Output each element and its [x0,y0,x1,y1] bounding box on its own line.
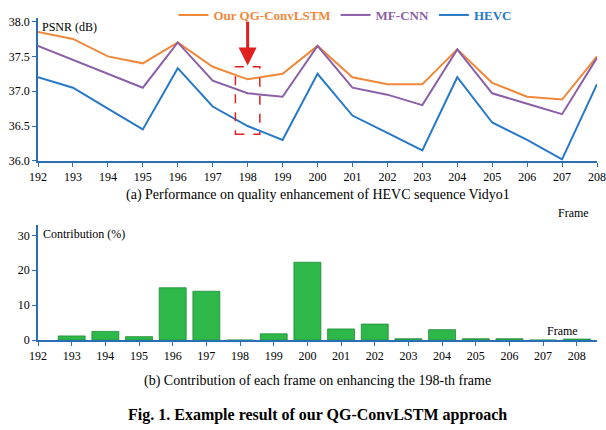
svg-text:(a) Performance on quality enh: (a) Performance on quality enhancement o… [126,187,510,203]
svg-text:194: 194 [99,170,117,184]
svg-text:30: 30 [18,229,30,243]
svg-text:192: 192 [29,349,47,363]
svg-text:36.5: 36.5 [9,119,30,133]
svg-text:205: 205 [483,170,501,184]
svg-text:199: 199 [265,349,283,363]
svg-text:38.0: 38.0 [9,15,30,29]
svg-text:195: 195 [134,170,152,184]
svg-text:198: 198 [239,170,257,184]
svg-text:202: 202 [378,170,396,184]
svg-text:0: 0 [24,333,30,347]
svg-text:192: 192 [29,170,47,184]
svg-text:197: 197 [197,349,215,363]
svg-text:HEVC: HEVC [474,8,512,23]
svg-text:204: 204 [448,170,466,184]
svg-text:204: 204 [433,349,451,363]
svg-text:206: 206 [500,349,518,363]
svg-text:Fig. 1. Example result of our: Fig. 1. Example result of our QG-ConvLST… [128,406,507,424]
svg-text:198: 198 [231,349,249,363]
svg-text:199: 199 [274,170,292,184]
svg-text:196: 196 [169,170,187,184]
svg-text:PSNR (dB): PSNR (dB) [42,20,97,34]
svg-text:201: 201 [343,170,361,184]
svg-text:200: 200 [309,170,327,184]
svg-text:193: 193 [63,349,81,363]
svg-text:205: 205 [467,349,485,363]
svg-text:202: 202 [366,349,384,363]
svg-text:207: 207 [553,170,571,184]
svg-text:(b) Contribution of each frame: (b) Contribution of each frame on enhanc… [144,373,491,389]
svg-text:208: 208 [568,349,586,363]
svg-text:MF-CNN: MF-CNN [376,8,429,23]
svg-text:36.0: 36.0 [9,154,30,168]
svg-text:200: 200 [298,349,316,363]
svg-text:Frame: Frame [558,206,589,220]
svg-text:203: 203 [399,349,417,363]
svg-text:206: 206 [518,170,536,184]
svg-text:10: 10 [18,298,30,312]
svg-text:20: 20 [18,263,30,277]
svg-text:203: 203 [413,170,431,184]
svg-text:195: 195 [130,349,148,363]
svg-text:197: 197 [204,170,222,184]
svg-text:193: 193 [64,170,82,184]
svg-text:Our QG-ConvLSTM: Our QG-ConvLSTM [213,8,330,23]
svg-text:196: 196 [164,349,182,363]
svg-text:Frame: Frame [547,324,578,338]
svg-text:207: 207 [534,349,552,363]
svg-text:37.0: 37.0 [9,84,30,98]
svg-text:37.5: 37.5 [9,50,30,64]
svg-text:208: 208 [588,170,606,184]
svg-text:194: 194 [96,349,114,363]
svg-text:Contribution (%): Contribution (%) [43,227,125,241]
svg-text:201: 201 [332,349,350,363]
